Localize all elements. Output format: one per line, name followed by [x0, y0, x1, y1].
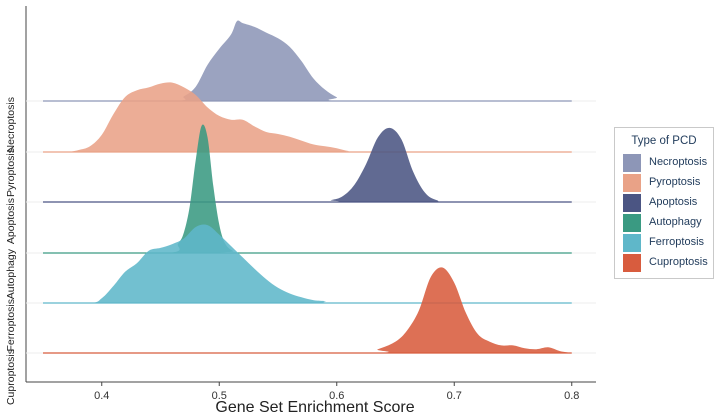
legend-swatch [623, 234, 641, 252]
legend-item-pyroptosis: Pyroptosis [623, 174, 713, 192]
x-tick-label: 0.7 [447, 390, 462, 402]
legend-item-necroptosis: Necroptosis [623, 154, 713, 172]
y-label-cuproptosis: Cuproptosis [5, 349, 17, 405]
ridge-cuproptosis [43, 267, 572, 353]
legend-item-ferroptosis: Ferroptosis [623, 234, 713, 252]
y-label-pyroptosis: Pyroptosis [5, 148, 17, 197]
legend-swatch [623, 174, 641, 192]
legend-label: Ferroptosis [649, 236, 705, 248]
legend-swatch [623, 254, 641, 272]
legend-swatch [623, 154, 641, 172]
legend-label: Necroptosis [649, 156, 708, 168]
y-label-autophagy: Autophagy [5, 248, 17, 299]
legend: Type of PCD Necroptosis Pyroptosis Apoptos… [614, 127, 714, 279]
legend-title: Type of PCD [631, 135, 697, 147]
x-tick-label: 0.8 [564, 390, 579, 402]
ridge-pyroptosis [43, 82, 572, 152]
x-tick-label: 0.5 [212, 390, 227, 402]
legend-label: Cuproptosis [649, 256, 708, 268]
x-ticks: 0.4 0.5 0.6 0.7 0.8 [94, 382, 579, 402]
legend-label: Apoptosis [649, 196, 698, 208]
legend-item-autophagy: Autophagy [623, 214, 713, 232]
legend-label: Autophagy [649, 216, 702, 228]
ridges [43, 20, 572, 354]
x-tick-label: 0.4 [94, 390, 109, 402]
legend-swatch [623, 194, 641, 212]
legend-item-cuproptosis: Cuproptosis [623, 254, 713, 272]
ridge-necroptosis [43, 20, 572, 101]
ridge-ferroptosis [43, 224, 572, 303]
legend-item-apoptosis: Apoptosis [623, 194, 713, 212]
x-tick-label: 0.6 [329, 390, 344, 402]
axes [25, 6, 596, 383]
y-label-necroptosis: Necroptosis [5, 97, 17, 152]
x-axis-title: Gene Set Enrichment Score [215, 399, 414, 416]
legend-swatch [623, 214, 641, 232]
legend-label: Pyroptosis [649, 176, 701, 188]
y-label-ferroptosis: Ferroptosis [5, 299, 17, 352]
y-label-apoptosis: Apoptosis [5, 198, 17, 244]
